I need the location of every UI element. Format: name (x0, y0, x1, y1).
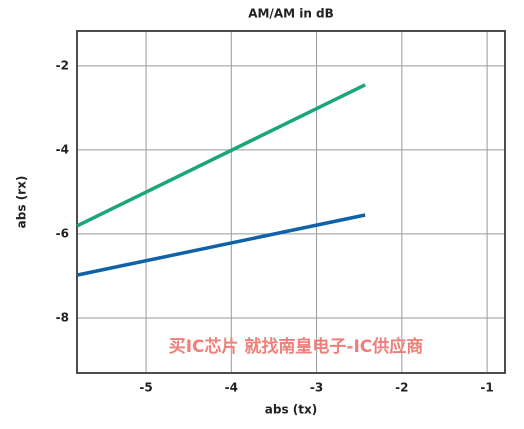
y-axis-label: abs (rx) (15, 176, 29, 229)
y-tick-label: -8 (56, 310, 69, 324)
x-tick-label: -5 (139, 381, 152, 395)
x-tick-label: -4 (225, 381, 238, 395)
chart-title: AM/AM in dB (248, 7, 334, 21)
series-line (76, 83, 366, 228)
x-tick-label: -3 (310, 381, 323, 395)
plot-area (76, 30, 506, 374)
series-line (76, 213, 366, 277)
watermark: 买IC芯片 就找南皇电子-IC供应商 (169, 336, 424, 357)
x-tick-label: -2 (395, 381, 408, 395)
x-tick-label: -1 (480, 381, 493, 395)
plot-border (76, 30, 506, 374)
y-tick-label: -2 (56, 58, 69, 72)
y-tick-label: -4 (56, 142, 69, 156)
x-axis-label: abs (tx) (265, 403, 317, 417)
y-tick-label: -6 (56, 226, 69, 240)
